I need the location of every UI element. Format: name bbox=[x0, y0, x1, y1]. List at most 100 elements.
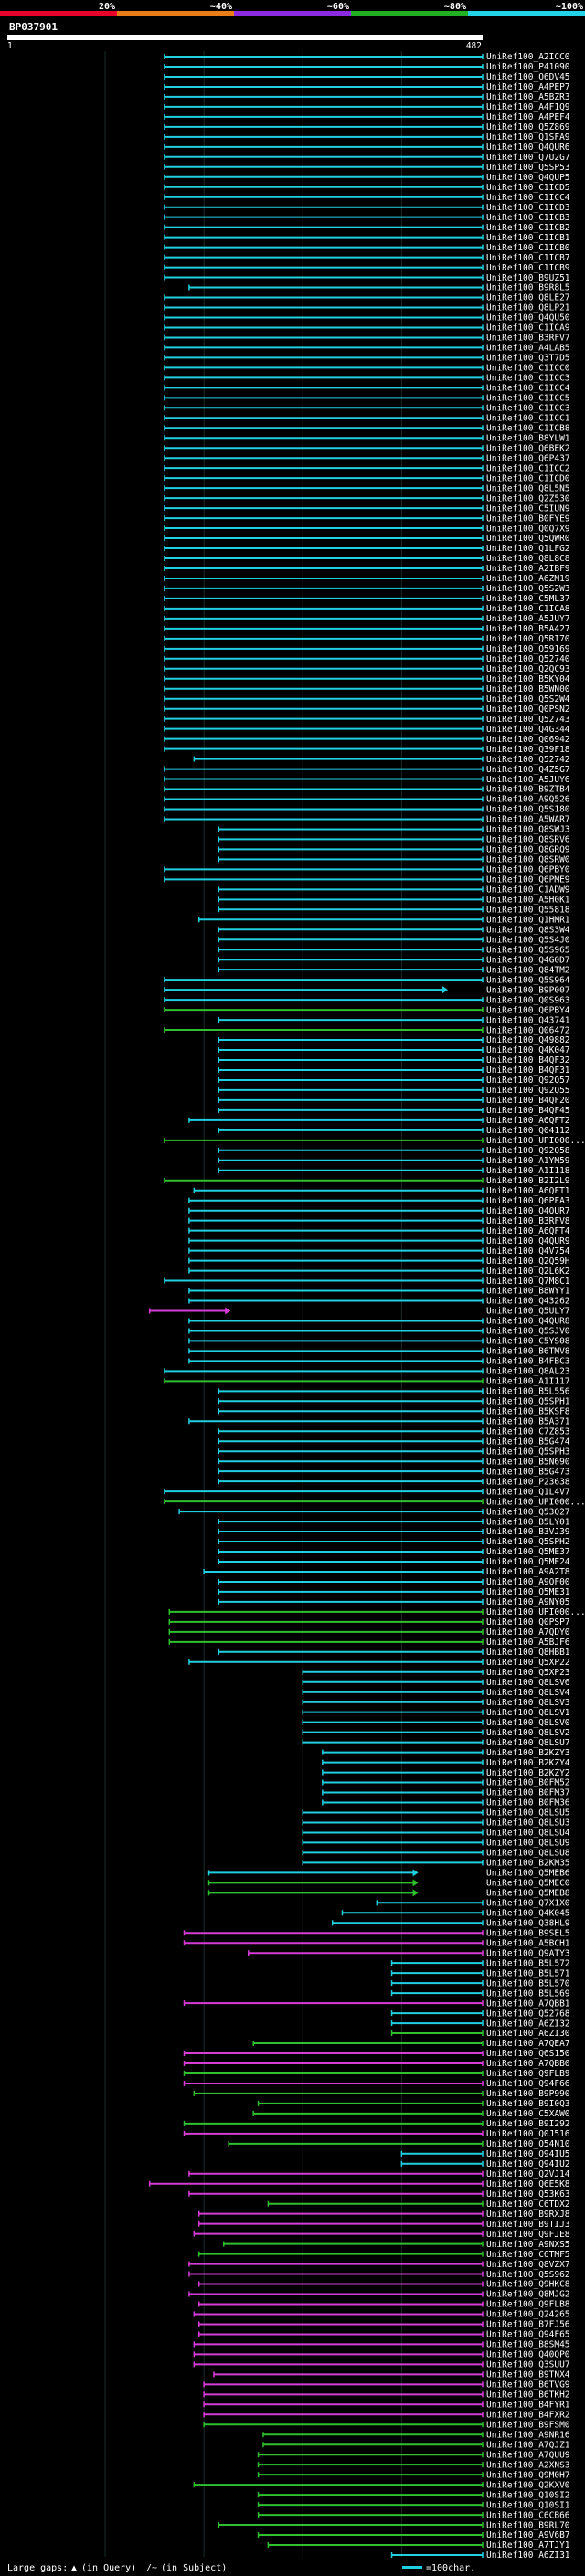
hit-label[interactable]: UniRef100_C5XAW0 bbox=[486, 2109, 570, 2119]
hit-row[interactable]: UniRef100_Q5ME31 bbox=[218, 1587, 570, 1597]
hit-label[interactable]: UniRef100_B0FYE9 bbox=[486, 514, 570, 524]
hit-row[interactable]: UniRef100_Q92Q55 bbox=[218, 1086, 570, 1096]
hit-row[interactable]: UniRef100_Q43741 bbox=[218, 1015, 570, 1025]
hit-row[interactable]: UniRef100_Q5S962 bbox=[188, 2270, 570, 2280]
hit-row[interactable]: UniRef100_B5KY04 bbox=[164, 674, 570, 684]
hit-label[interactable]: UniRef100_B0FM52 bbox=[486, 1778, 570, 1788]
hit-label[interactable]: UniRef100_B6TKH2 bbox=[486, 2390, 570, 2401]
hit-label[interactable]: UniRef100_A6ZI32 bbox=[486, 2019, 570, 2029]
hit-row[interactable]: UniRef100_C1ICA9 bbox=[164, 323, 570, 334]
hit-row[interactable]: UniRef100_A2XNS3 bbox=[257, 2460, 570, 2470]
hit-row[interactable]: UniRef100_Q40QP0 bbox=[193, 2350, 570, 2360]
hit-label[interactable]: UniRef100_Q8S3W4 bbox=[486, 925, 570, 935]
hit-row[interactable]: UniRef100_A4PEP7 bbox=[164, 82, 570, 92]
hit-row[interactable]: UniRef100_A5H0K1 bbox=[218, 896, 570, 906]
hit-row[interactable]: UniRef100_B9UZ51 bbox=[164, 273, 570, 283]
hit-row[interactable]: UniRef100_Q8LSV2 bbox=[302, 1728, 570, 1738]
hit-label[interactable]: UniRef100_Q06942 bbox=[486, 735, 570, 745]
hit-row[interactable]: UniRef100_B9RXJ8 bbox=[197, 2210, 570, 2220]
hit-label[interactable]: UniRef100_Q5ME37 bbox=[486, 1547, 570, 1557]
hit-row[interactable]: UniRef100_Q8LSV0 bbox=[302, 1718, 570, 1728]
hit-label[interactable]: UniRef100_Q5S4J0 bbox=[486, 935, 570, 945]
hit-label[interactable]: UniRef100_B0FM37 bbox=[486, 1788, 570, 1798]
hit-label[interactable]: UniRef100_Q5MEB8 bbox=[486, 1889, 570, 1899]
hit-row[interactable]: UniRef100_B2KZY3 bbox=[322, 1748, 570, 1758]
hit-row[interactable]: UniRef100_B3RFV7 bbox=[164, 334, 570, 344]
hit-row[interactable]: UniRef100_C1ADW9 bbox=[218, 885, 570, 896]
hit-row[interactable]: UniRef100_Q6PBY0 bbox=[164, 865, 570, 875]
hit-row[interactable]: UniRef100_A5BJF6 bbox=[168, 1638, 570, 1648]
hit-row[interactable]: UniRef100_B4FYR1 bbox=[203, 2401, 570, 2411]
hit-row[interactable]: UniRef100_C1ICC4 bbox=[164, 193, 570, 203]
hit-label[interactable]: UniRef100_Q6BEK2 bbox=[486, 443, 570, 453]
hit-label[interactable]: UniRef100_A6QFT4 bbox=[486, 1226, 570, 1236]
hit-row[interactable]: UniRef100_Q8LSU4 bbox=[302, 1829, 570, 1839]
hit-row[interactable]: UniRef100_C6TMF5 bbox=[197, 2250, 570, 2260]
hit-row[interactable]: UniRef100_Q0Q7X9 bbox=[164, 524, 570, 534]
hit-row[interactable]: UniRef100_Q6PFA3 bbox=[188, 1196, 570, 1206]
hit-label[interactable]: UniRef100_A6QFT2 bbox=[486, 1116, 570, 1126]
hit-label[interactable]: UniRef100_A4PEP7 bbox=[486, 82, 570, 92]
hit-label[interactable]: UniRef100_A5WAR7 bbox=[486, 815, 570, 825]
hit-row[interactable]: UniRef100_Q4QUR7 bbox=[188, 1206, 570, 1216]
hit-row[interactable]: UniRef100_C6TDX2 bbox=[267, 2200, 570, 2210]
hit-label[interactable]: UniRef100_Q4QUR9 bbox=[486, 1236, 570, 1246]
hit-row[interactable]: UniRef100_B9RL70 bbox=[218, 2520, 570, 2530]
hit-label[interactable]: UniRef100_B4FYR1 bbox=[486, 2401, 570, 2411]
hit-label[interactable]: UniRef100_A4LAB5 bbox=[486, 344, 570, 354]
hit-label[interactable]: UniRef100_Q5SPH3 bbox=[486, 1447, 570, 1457]
hit-label[interactable]: UniRef100_C1ICA8 bbox=[486, 604, 570, 614]
hit-row[interactable]: UniRef100_B4FXR2 bbox=[203, 2410, 570, 2420]
hit-row[interactable]: UniRef100_Q6PME9 bbox=[164, 875, 570, 885]
hit-row[interactable]: UniRef100_Q8SRW0 bbox=[218, 855, 570, 865]
hit-row[interactable]: UniRef100_A7QJZ1 bbox=[262, 2440, 570, 2450]
hit-label[interactable]: UniRef100_B9P007 bbox=[486, 985, 570, 995]
hit-label[interactable]: UniRef100_Q5SPH1 bbox=[486, 1397, 570, 1407]
hit-label[interactable]: UniRef100_Q9FLB8 bbox=[486, 2300, 570, 2310]
hit-row[interactable]: UniRef100_Q4V754 bbox=[188, 1246, 570, 1256]
hit-row[interactable]: UniRef100_B5L572 bbox=[390, 1958, 570, 1968]
hit-row[interactable]: UniRef100_Q5S4J0 bbox=[218, 935, 570, 945]
hit-label[interactable]: UniRef100_B5KSF8 bbox=[486, 1406, 570, 1416]
hit-label[interactable]: UniRef100_A4F1Q9 bbox=[486, 102, 570, 112]
hit-label[interactable]: UniRef100_C1ADW9 bbox=[486, 885, 570, 896]
hit-row[interactable]: UniRef100_Q1HMR1 bbox=[197, 915, 570, 925]
hit-row[interactable]: UniRef100_A9Q526 bbox=[164, 795, 570, 805]
hit-row[interactable]: UniRef100_Q8VZX7 bbox=[188, 2260, 570, 2270]
hit-row[interactable]: UniRef100_B2KM35 bbox=[302, 1859, 570, 1869]
hit-label[interactable]: UniRef100_A9NXS5 bbox=[486, 2240, 570, 2250]
hit-label[interactable]: UniRef100_A1I118 bbox=[486, 1166, 570, 1176]
hit-row[interactable]: UniRef100_Q4QUR9 bbox=[188, 1236, 570, 1246]
hit-row[interactable]: UniRef100_B0FYE9 bbox=[164, 514, 570, 524]
hit-label[interactable]: UniRef100_Q6DV45 bbox=[486, 72, 570, 82]
hit-label[interactable]: UniRef100_Q10SI2 bbox=[486, 2490, 570, 2500]
hit-label[interactable]: UniRef100_B3RFV7 bbox=[486, 334, 570, 344]
hit-label[interactable]: UniRef100_Q1LFG2 bbox=[486, 544, 570, 554]
hit-label[interactable]: UniRef100_Q06472 bbox=[486, 1025, 570, 1035]
hit-row[interactable]: UniRef100_Q5XP22 bbox=[188, 1658, 570, 1668]
hit-row[interactable]: UniRef100_Q38HL9 bbox=[331, 1918, 570, 1928]
hit-row[interactable]: UniRef100_Q3T7D5 bbox=[164, 354, 570, 364]
hit-label[interactable]: UniRef100_A5BCH1 bbox=[486, 1938, 570, 1948]
hit-label[interactable]: UniRef100_B9ZTB4 bbox=[486, 785, 570, 795]
hit-row[interactable]: UniRef100_Q8LE27 bbox=[164, 293, 570, 303]
hit-row[interactable]: UniRef100_B5L569 bbox=[390, 1988, 570, 1998]
hit-row[interactable]: UniRef100_B8WYY1 bbox=[188, 1287, 570, 1297]
hit-label[interactable]: UniRef100_A9V6B7 bbox=[486, 2530, 570, 2540]
hit-label[interactable]: UniRef100_C1ICB3 bbox=[486, 213, 570, 223]
hit-label[interactable]: UniRef100_B5A427 bbox=[486, 624, 570, 634]
hit-row[interactable]: UniRef100_Q5XP23 bbox=[302, 1668, 570, 1678]
hit-label[interactable]: UniRef100_B9I292 bbox=[486, 2119, 570, 2129]
hit-row[interactable]: UniRef100_Q4QUP5 bbox=[164, 173, 570, 183]
hit-row[interactable]: UniRef100_Q8LSU8 bbox=[302, 1849, 570, 1859]
hit-row[interactable]: UniRef100_Q92Q57 bbox=[218, 1076, 570, 1086]
hit-label[interactable]: UniRef100_B5L556 bbox=[486, 1387, 570, 1397]
hit-row[interactable]: UniRef100_B5A371 bbox=[188, 1416, 570, 1426]
hit-label[interactable]: UniRef100_Q52743 bbox=[486, 715, 570, 725]
hit-row[interactable]: UniRef100_A6ZI31 bbox=[390, 2550, 570, 2560]
hit-row[interactable]: UniRef100_A4F1Q9 bbox=[164, 102, 570, 112]
hit-label[interactable]: UniRef100_Q4QUR8 bbox=[486, 1317, 570, 1327]
hit-label[interactable]: UniRef100_P41090 bbox=[486, 62, 570, 72]
hit-label[interactable]: UniRef100_A6ZI30 bbox=[486, 2029, 570, 2039]
hit-label[interactable]: UniRef100_B4QF45 bbox=[486, 1106, 570, 1116]
